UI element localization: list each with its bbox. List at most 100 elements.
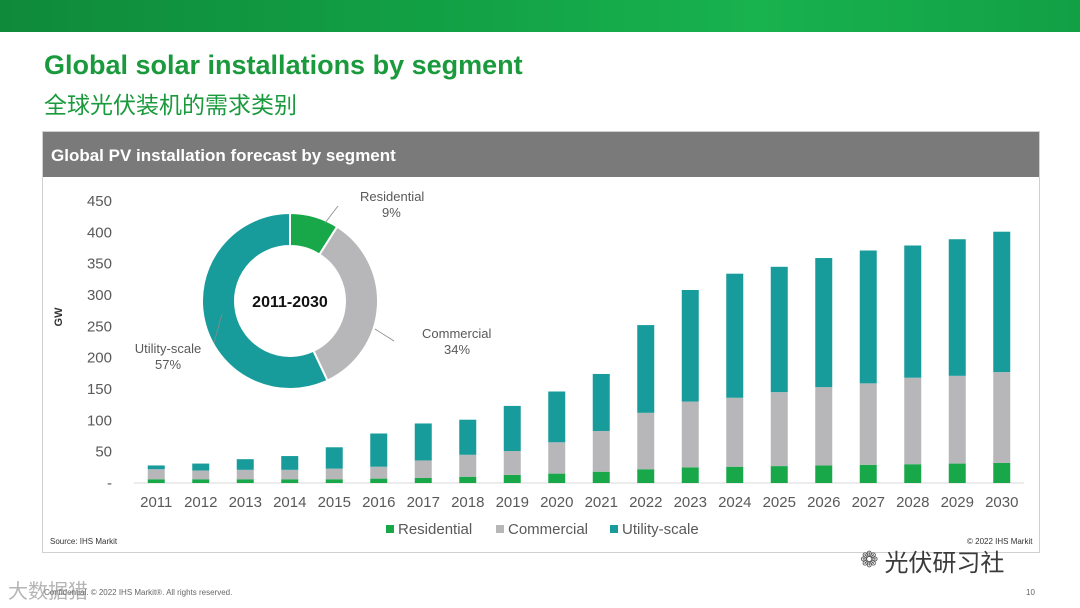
bar-utility-scale-2015 — [325, 447, 343, 469]
bar-residential-2022 — [637, 469, 655, 483]
watermark: ❁ 光伏研习社 — [860, 543, 1004, 578]
x-tick-label: 2013 — [229, 494, 262, 511]
bar-residential-2030 — [993, 462, 1011, 483]
y-tick-label: 400 — [87, 224, 112, 241]
bar-commercial-2030 — [993, 372, 1011, 463]
panel-title: Global PV installation forecast by segme… — [43, 132, 1039, 177]
y-tick-label: 150 — [87, 381, 112, 398]
x-tick-label: 2016 — [362, 494, 395, 511]
bar-residential-2021 — [592, 471, 610, 483]
donut-label: Residential — [360, 189, 424, 204]
x-tick-label: 2026 — [807, 494, 840, 511]
top-accent-bar — [0, 0, 1080, 32]
x-tick-label: 2020 — [540, 494, 573, 511]
y-tick-label: - — [107, 475, 112, 492]
bar-residential-2024 — [726, 466, 744, 483]
y-tick-label: 350 — [87, 256, 112, 273]
y-tick-label: 50 — [95, 444, 112, 461]
legend-label: Residential — [398, 521, 472, 538]
bar-residential-2029 — [948, 463, 966, 483]
donut-slice-commercial — [312, 225, 379, 382]
legend-swatch-2 — [610, 525, 618, 533]
bar-commercial-2022 — [637, 412, 655, 470]
bar-utility-scale-2016 — [370, 433, 388, 467]
bar-utility-scale-2030 — [993, 231, 1011, 373]
bar-utility-scale-2024 — [726, 273, 744, 398]
donut-leader-line — [374, 328, 395, 342]
bar-utility-scale-2018 — [459, 419, 477, 455]
bar-commercial-2015 — [325, 468, 343, 480]
bar-residential-2023 — [681, 467, 699, 483]
wechat-icon: ❁ — [860, 548, 879, 573]
chart-canvas: - 50 100 150 200 250 300 350 400 450 GW 2011 2012 201… — [53, 189, 1024, 538]
legend-label: Utility-scale — [622, 521, 699, 538]
bar-commercial-2025 — [770, 392, 788, 467]
y-tick-label: 200 — [87, 350, 112, 367]
x-tick-label: 2025 — [763, 494, 796, 511]
bar-utility-scale-2022 — [637, 325, 655, 413]
bar-residential-2018 — [459, 476, 477, 483]
bar-utility-scale-2020 — [548, 391, 566, 443]
x-tick-label: 2015 — [318, 494, 351, 511]
bar-residential-2020 — [548, 473, 566, 483]
donut-label: Utility-scale — [135, 341, 201, 356]
bar-utility-scale-2023 — [681, 289, 699, 402]
y-tick-label: 250 — [87, 318, 112, 335]
bar-residential-2011 — [147, 479, 165, 483]
bar-commercial-2014 — [281, 469, 299, 480]
bar-utility-scale-2019 — [503, 405, 521, 452]
bar-residential-2012 — [192, 479, 210, 483]
legend-swatch-1 — [496, 525, 504, 533]
bar-commercial-2026 — [815, 387, 833, 466]
source-note: Source: IHS Markit — [50, 537, 118, 546]
legend-label: Commercial — [508, 521, 588, 538]
bar-residential-2014 — [281, 479, 299, 483]
bar-utility-scale-2012 — [192, 463, 210, 471]
x-tick-label: 2023 — [674, 494, 707, 511]
bar-commercial-2018 — [459, 454, 477, 477]
footer-text: Confidential. © 2022 IHS Markit®. All ri… — [44, 588, 233, 597]
bar-commercial-2028 — [904, 377, 922, 465]
bar-utility-scale-2017 — [414, 423, 432, 461]
bar-residential-2013 — [236, 479, 254, 483]
bar-utility-scale-2028 — [904, 245, 922, 378]
y-tick-label: 300 — [87, 287, 112, 304]
watermark-left: 大数据猎 — [8, 579, 88, 603]
x-tick-label: 2028 — [896, 494, 929, 511]
donut-slice-utility-scale — [201, 211, 329, 390]
donut-label: Commercial — [422, 326, 491, 341]
bar-residential-2019 — [503, 474, 521, 483]
x-tick-label: 2014 — [273, 494, 306, 511]
bar-utility-scale-2021 — [592, 373, 610, 431]
bar-commercial-2021 — [592, 430, 610, 472]
bar-commercial-2020 — [548, 442, 566, 474]
bar-utility-scale-2027 — [859, 250, 877, 384]
bar-residential-2025 — [770, 466, 788, 483]
copyright-note: © 2022 IHS Markit — [967, 537, 1033, 546]
donut-center-label: 2011-2030 — [252, 294, 328, 311]
bar-utility-scale-2026 — [815, 258, 833, 388]
bar-commercial-2016 — [370, 466, 388, 479]
legend-swatch-0 — [386, 525, 394, 533]
donut-leader-line — [324, 205, 339, 224]
donut-leader-line — [213, 313, 223, 344]
x-tick-label: 2018 — [451, 494, 484, 511]
x-tick-label: 2011 — [140, 494, 172, 511]
bar-residential-2028 — [904, 464, 922, 483]
bar-commercial-2027 — [859, 383, 877, 465]
x-tick-label: 2024 — [718, 494, 751, 511]
bar-commercial-2019 — [503, 451, 521, 475]
x-tick-label: 2019 — [496, 494, 529, 511]
bar-commercial-2011 — [147, 469, 165, 480]
watermark-text: 光伏研习社 — [884, 549, 1005, 577]
y-axis-title: GW — [53, 307, 65, 327]
x-tick-label: 2017 — [407, 494, 440, 511]
x-tick-label: 2027 — [852, 494, 885, 511]
x-tick-label: 2030 — [985, 494, 1018, 511]
bar-commercial-2013 — [236, 469, 254, 480]
bar-utility-scale-2014 — [281, 456, 299, 470]
x-tick-label: 2029 — [941, 494, 974, 511]
bar-commercial-2023 — [681, 401, 699, 468]
bar-utility-scale-2011 — [147, 465, 165, 470]
bar-residential-2016 — [370, 478, 388, 483]
